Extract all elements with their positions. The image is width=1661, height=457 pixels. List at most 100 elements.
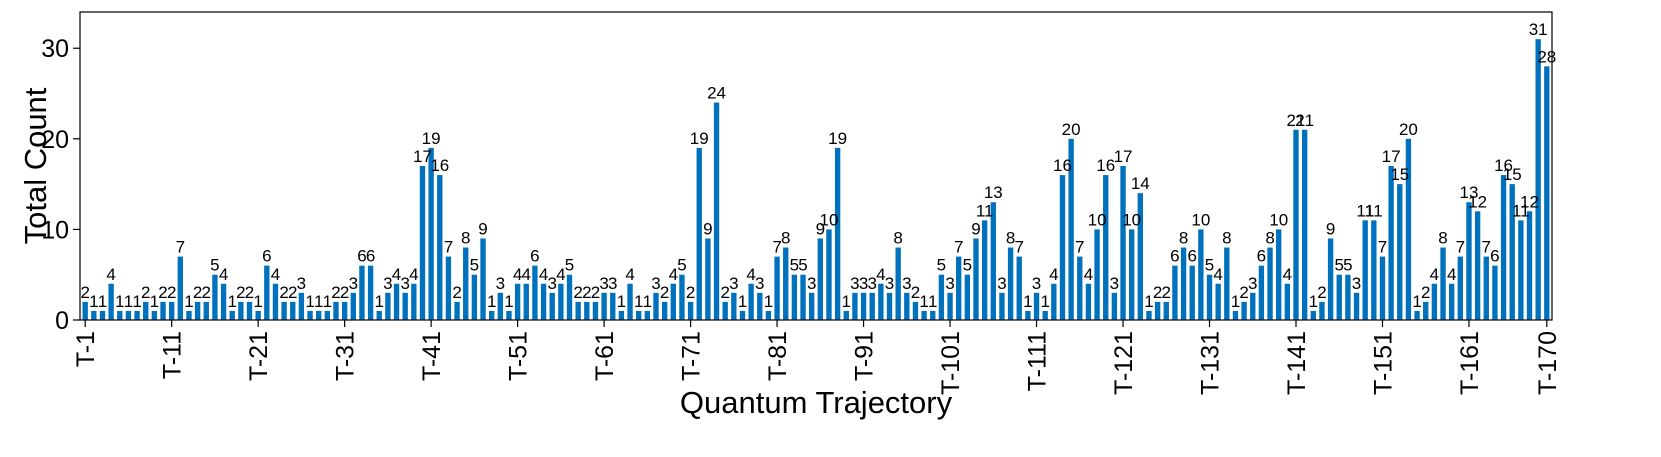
data-label-T-133: 8 [1222, 229, 1231, 248]
data-label-T-155: 1 [1412, 292, 1421, 311]
data-label-T-143: 1 [1309, 292, 1318, 311]
data-label-T-126: 2 [1162, 283, 1171, 302]
data-label-T-4: 4 [106, 265, 115, 284]
data-label-T-69: 4 [669, 265, 678, 284]
bar-T-49 [497, 292, 503, 320]
data-label-T-52: 4 [522, 265, 531, 284]
data-label-T-16: 5 [210, 256, 219, 275]
bar-T-96 [904, 292, 910, 320]
data-label-T-138: 8 [1265, 229, 1274, 248]
bar-T-102 [956, 256, 962, 320]
data-label-T-58: 2 [573, 283, 582, 302]
bar-T-134 [1232, 310, 1239, 320]
data-label-T-48: 1 [487, 292, 496, 311]
data-label-T-14: 2 [193, 283, 202, 302]
bar-T-28 [316, 310, 322, 320]
bar-T-169 [1535, 39, 1541, 321]
bar-T-62 [610, 292, 616, 320]
data-label-T-160: 7 [1456, 238, 1465, 257]
bar-T-121 [1120, 166, 1126, 320]
data-label-T-165: 16 [1494, 156, 1513, 175]
data-label-T-74: 24 [707, 84, 726, 103]
bar-T-10 [160, 301, 166, 320]
data-label-T-17: 4 [219, 265, 228, 284]
data-label-T-158: 8 [1438, 229, 1447, 248]
data-label-T-105: 11 [976, 201, 994, 220]
bar-T-63 [618, 310, 625, 320]
bar-T-111 [1033, 292, 1040, 320]
bar-T-105 [981, 220, 988, 320]
x-tick-label-T-51: T-51 [505, 331, 533, 381]
bar-T-131 [1206, 274, 1213, 320]
bar-T-93 [878, 283, 884, 320]
bar-T-120 [1111, 292, 1118, 320]
data-label-T-116: 7 [1075, 238, 1084, 257]
bar-T-18 [229, 310, 235, 320]
bar-T-117 [1085, 283, 1092, 320]
data-label-T-102: 7 [954, 238, 963, 257]
data-label-T-26: 3 [297, 274, 306, 293]
bar-T-57 [566, 274, 573, 320]
bar-T-8 [143, 301, 149, 320]
x-tick-label-T-111: T-111 [1024, 331, 1052, 391]
data-label-T-120: 3 [1110, 274, 1119, 293]
bar-T-22 [264, 265, 270, 320]
data-label-T-7: 1 [132, 292, 141, 311]
x-axis-label: Quantum Trajectory [680, 385, 953, 420]
bar-T-61 [601, 292, 607, 320]
bar-T-6 [125, 310, 132, 320]
data-label-T-112: 1 [1040, 292, 1049, 311]
bar-T-19 [238, 301, 244, 320]
bar-T-104 [973, 238, 979, 320]
bar-T-21 [255, 310, 261, 320]
data-label-T-156: 2 [1421, 283, 1430, 302]
data-label-T-56: 4 [556, 265, 565, 284]
bar-T-97 [912, 301, 919, 320]
data-label-T-135: 2 [1239, 283, 1248, 302]
bar-T-99 [930, 310, 936, 320]
bar-T-165 [1500, 175, 1507, 320]
bar-T-34 [367, 265, 374, 320]
data-label-T-89: 1 [842, 292, 851, 311]
bar-T-30 [333, 301, 339, 320]
data-label-T-93: 4 [876, 265, 885, 284]
bar-T-130 [1198, 229, 1204, 320]
data-label-T-86: 9 [816, 219, 825, 238]
data-label-T-170: 28 [1537, 47, 1556, 66]
data-label-T-44: 2 [452, 283, 461, 302]
data-label-T-35: 1 [375, 292, 384, 311]
y-axis-label: Total Count [18, 87, 53, 244]
data-label-T-38: 3 [400, 274, 409, 293]
data-label-T-13: 1 [184, 292, 193, 311]
bar-T-31 [341, 301, 348, 320]
data-label-T-87: 10 [820, 210, 839, 229]
data-label-T-166: 15 [1503, 165, 1522, 184]
bar-T-161 [1466, 202, 1472, 320]
data-label-T-168: 12 [1520, 192, 1539, 211]
data-label-T-22: 6 [262, 247, 271, 266]
bar-T-168 [1526, 211, 1533, 320]
data-label-T-40: 17 [413, 147, 432, 166]
bar-T-139 [1276, 229, 1282, 320]
data-label-T-65: 1 [634, 292, 643, 311]
data-label-T-149: 11 [1356, 201, 1374, 220]
bar-T-75 [722, 301, 728, 320]
data-label-T-55: 3 [547, 274, 556, 293]
bar-T-50 [506, 310, 512, 320]
data-label-T-159: 4 [1447, 265, 1456, 284]
bar-T-140 [1284, 283, 1291, 320]
bar-T-84 [800, 274, 806, 320]
bar-T-112 [1042, 310, 1048, 320]
data-label-T-125: 2 [1153, 283, 1162, 302]
data-label-T-75: 2 [720, 283, 729, 302]
bar-T-136 [1250, 292, 1256, 320]
bar-T-20 [246, 301, 253, 320]
bar-T-64 [627, 283, 633, 320]
bar-T-78 [748, 283, 754, 320]
bar-T-7 [134, 310, 140, 320]
data-label-T-2: 1 [89, 292, 98, 311]
bar-T-106 [990, 202, 996, 320]
x-tick-label-T-91: T-91 [851, 331, 879, 381]
data-label-T-162: 12 [1468, 192, 1487, 211]
bar-T-29 [324, 310, 331, 320]
